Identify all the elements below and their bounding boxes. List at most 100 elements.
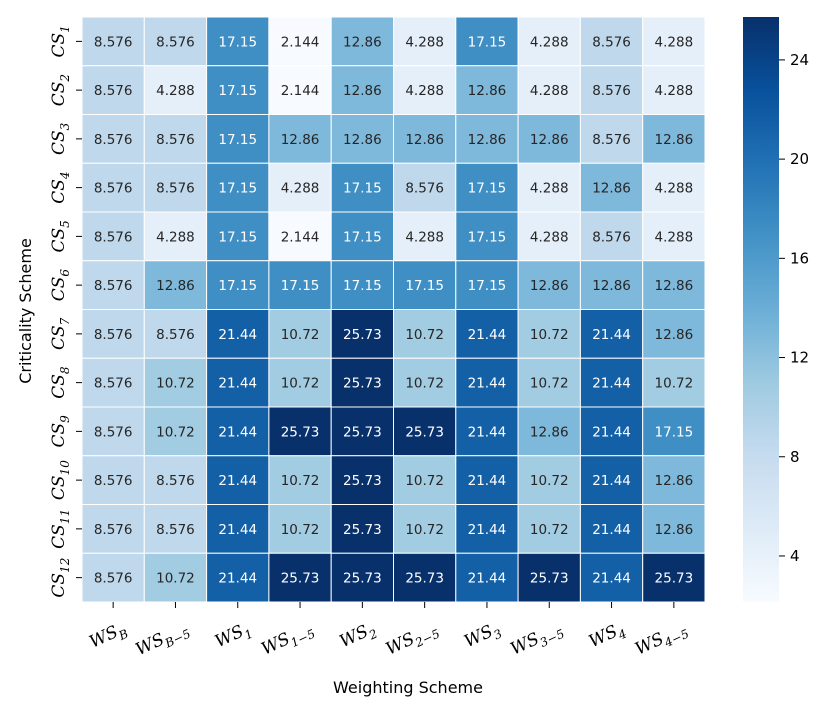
heatmap-cell [579,455,644,505]
x-tick-label: WSB−5 [133,618,193,662]
heatmap-cell [330,406,395,457]
y-tick-label: CS3 [49,122,72,155]
cell-value-label: 8.576 [592,34,631,50]
cell-value-label: 4.288 [530,34,569,50]
heatmap-cell [330,504,395,554]
cell-value-label: 25.73 [405,424,444,440]
heatmap-cell [206,504,270,554]
cell-value-label: 10.72 [281,522,320,538]
cell-value-label: 17.15 [655,424,694,440]
cell-value-label: 10.72 [405,473,444,489]
heatmap-cell [81,455,145,505]
cell-value-label: 8.576 [94,229,133,245]
cell-value-label: 12.86 [343,34,382,50]
cell-value-label: 8.576 [156,473,195,489]
y-tick-label: CS1 [49,25,72,57]
cell-value-label: 21.44 [218,473,257,489]
cell-value-label: 12.86 [655,132,694,148]
heatmap-cell [206,211,270,262]
cell-value-label: 8.576 [94,473,133,489]
heatmap-cell [642,406,706,457]
heatmap-cell [206,406,270,457]
cell-value-label: 25.73 [343,571,382,587]
heatmap-cell [455,211,519,262]
y-tick-label: CS4 [49,171,72,203]
cell-value-label: 8.576 [156,522,195,538]
heatmap-cell [455,406,519,457]
cell-value-label: 8.576 [94,376,133,392]
cell-value-label: 12.86 [405,132,444,148]
cell-value-label: 17.15 [218,83,257,99]
cell-value-label: 17.15 [218,278,257,294]
heatmap-cell [330,114,395,164]
heatmap-cell [642,455,706,505]
cell-value-label: 17.15 [218,34,257,50]
cell-value-label: 12.86 [530,424,569,440]
cell-value-label: 21.44 [592,522,631,538]
y-tick-label: CS12 [49,558,72,598]
cell-value-label: 4.288 [405,34,444,50]
cell-value-label: 25.73 [281,424,320,440]
cell-value-label: 8.576 [94,278,133,294]
cell-value-label: 4.288 [655,181,694,197]
cell-value-label: 25.73 [655,571,694,587]
x-tick-label: WS4 [586,618,629,654]
cell-value-label: 12.86 [655,522,694,538]
heatmap-cell [579,114,644,164]
heatmap-cells: 8.576 8.576 17.15 2.144 12.86 4.288 17.15 4.288… [81,16,706,603]
cell-value-label: 4.288 [530,83,569,99]
heatmap-cell [268,406,332,457]
heatmap-cell [455,504,519,554]
heatmap-cell [642,211,706,262]
cell-value-label: 4.288 [405,83,444,99]
cell-value-label: 21.44 [218,327,257,343]
cell-value-label: 12.86 [343,132,382,148]
cell-value-label: 12.86 [468,132,507,148]
heatmap-cell [517,309,581,359]
cell-value-label: 17.15 [468,278,507,294]
x-tick-label: WSB [86,618,130,655]
cell-value-label: 2.144 [281,34,320,50]
heatmap-cell [206,357,270,408]
heatmap-cell [455,114,519,164]
cell-value-label: 21.44 [218,376,257,392]
heatmap-cell [143,65,208,115]
cell-value-label: 21.44 [218,424,257,440]
cell-value-label: 8.576 [94,327,133,343]
heatmap-cell [330,260,395,310]
cell-value-label: 4.288 [655,83,694,99]
heatmap-cell [455,162,519,213]
cell-value-label: 10.72 [530,327,569,343]
heatmap-cell [268,260,332,310]
cell-value-label: 25.73 [343,473,382,489]
cell-value-label: 10.72 [530,522,569,538]
cell-value-label: 12.86 [343,83,382,99]
colorbar-gradient [743,17,779,602]
cell-value-label: 8.576 [94,34,133,50]
cell-value-label: 17.15 [343,278,382,294]
heatmap-cell [393,260,457,310]
y-tick-label: CS10 [49,460,72,500]
cell-value-label: 21.44 [592,327,631,343]
y-tick-label: CS5 [49,220,72,252]
cell-value-label: 21.44 [468,327,507,343]
cell-value-label: 10.72 [530,473,569,489]
cell-value-label: 10.72 [156,376,195,392]
heatmap-cell [393,455,457,505]
y-tick-label: CS2 [49,74,72,106]
cell-value-label: 10.72 [655,376,694,392]
cell-value-label: 12.86 [281,132,320,148]
heatmap-cell [579,309,644,359]
heatmap-cell [642,114,706,164]
x-tick-label: WS3 [461,618,504,655]
heatmap-cell [579,406,644,457]
cell-value-label: 17.15 [468,229,507,245]
y-tick-label: CS6 [49,269,72,302]
heatmap-cell [455,309,519,359]
heatmap-cell [517,406,581,457]
heatmap-cell [330,455,395,505]
heatmap-cell [579,552,644,603]
heatmap-cell [517,16,581,67]
cell-value-label: 2.144 [281,83,320,99]
